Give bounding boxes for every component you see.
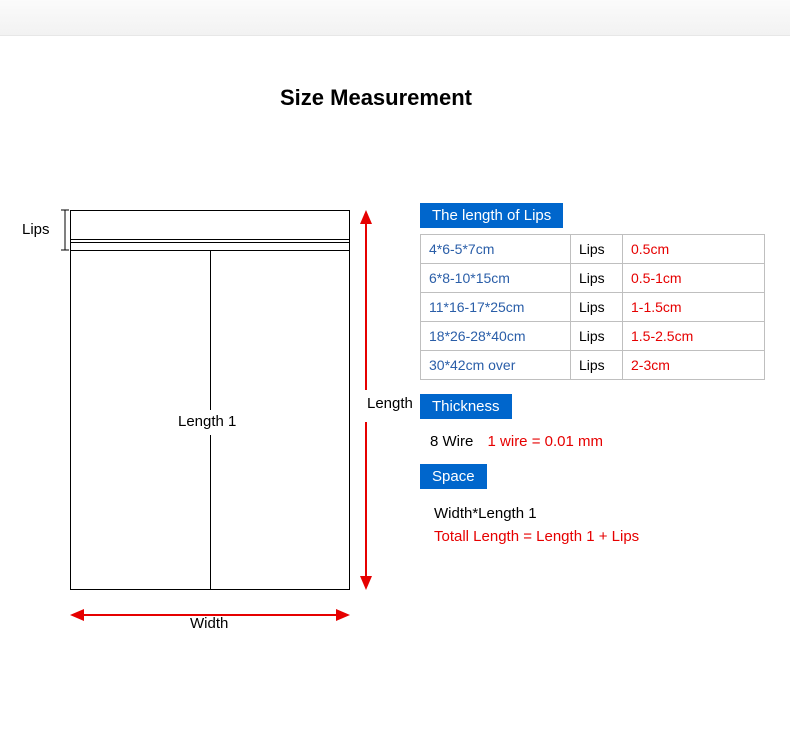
length1-guide-line <box>210 435 211 590</box>
value-cell: 1.5-2.5cm <box>623 322 765 351</box>
lips-label: Lips <box>22 221 50 238</box>
size-cell: 11*16-17*25cm <box>421 293 571 322</box>
size-cell: 18*26-28*40cm <box>421 322 571 351</box>
thickness-conversion: 1 wire = 0.01 mm <box>488 433 603 450</box>
thickness-header-badge: Thickness <box>420 394 512 419</box>
value-cell: 0.5-1cm <box>623 264 765 293</box>
length1-label: Length 1 <box>178 413 236 430</box>
size-cell: 30*42cm over <box>421 351 571 380</box>
value-cell: 1-1.5cm <box>623 293 765 322</box>
info-panel: The length of Lips 4*6-5*7cm Lips 0.5cm … <box>420 203 780 545</box>
length1-guide-line <box>210 250 211 410</box>
table-row: 11*16-17*25cm Lips 1-1.5cm <box>421 293 765 322</box>
table-row: 6*8-10*15cm Lips 0.5-1cm <box>421 264 765 293</box>
bag-zip-line <box>70 239 350 240</box>
space-formula-2: Totall Length = Length 1 + Lips <box>434 528 780 545</box>
space-formula-1: Width*Length 1 <box>434 505 780 522</box>
label-cell: Lips <box>571 293 623 322</box>
table-row: 18*26-28*40cm Lips 1.5-2.5cm <box>421 322 765 351</box>
value-cell: 2-3cm <box>623 351 765 380</box>
page-title: Size Measurement <box>280 85 472 111</box>
label-cell: Lips <box>571 264 623 293</box>
lips-header-badge: The length of Lips <box>420 203 563 228</box>
size-cell: 6*8-10*15cm <box>421 264 571 293</box>
table-row: 4*6-5*7cm Lips 0.5cm <box>421 235 765 264</box>
bag-diagram: Lips Length 1 Width Length <box>10 195 410 695</box>
lips-table: 4*6-5*7cm Lips 0.5cm 6*8-10*15cm Lips 0.… <box>420 234 765 380</box>
label-cell: Lips <box>571 322 623 351</box>
bag-zip-line <box>70 242 350 243</box>
length-arrow <box>356 210 376 590</box>
thickness-line: 8 Wire 1 wire = 0.01 mm <box>430 433 780 450</box>
label-cell: Lips <box>571 235 623 264</box>
top-strip <box>0 0 790 36</box>
value-cell: 0.5cm <box>623 235 765 264</box>
size-cell: 4*6-5*7cm <box>421 235 571 264</box>
width-arrow <box>70 605 350 625</box>
space-header-badge: Space <box>420 464 487 489</box>
thickness-value: 8 Wire <box>430 433 473 450</box>
lips-indicator <box>58 210 72 256</box>
space-block: Width*Length 1 Totall Length = Length 1 … <box>434 505 780 545</box>
table-row: 30*42cm over Lips 2-3cm <box>421 351 765 380</box>
label-cell: Lips <box>571 351 623 380</box>
